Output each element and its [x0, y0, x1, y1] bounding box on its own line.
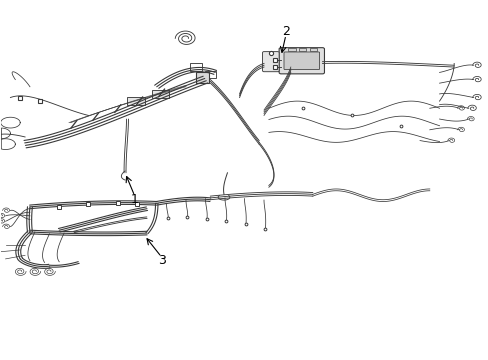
Bar: [288, 48, 295, 51]
FancyBboxPatch shape: [262, 51, 279, 72]
Bar: [152, 90, 168, 98]
Bar: [204, 71, 216, 78]
Bar: [127, 97, 144, 105]
Bar: [195, 72, 209, 83]
FancyBboxPatch shape: [284, 52, 319, 69]
Bar: [299, 48, 306, 51]
Text: 1: 1: [131, 193, 139, 206]
Text: 2: 2: [282, 25, 289, 38]
Bar: [309, 48, 317, 51]
Bar: [189, 63, 201, 71]
FancyBboxPatch shape: [279, 48, 324, 74]
Text: 3: 3: [157, 254, 165, 267]
